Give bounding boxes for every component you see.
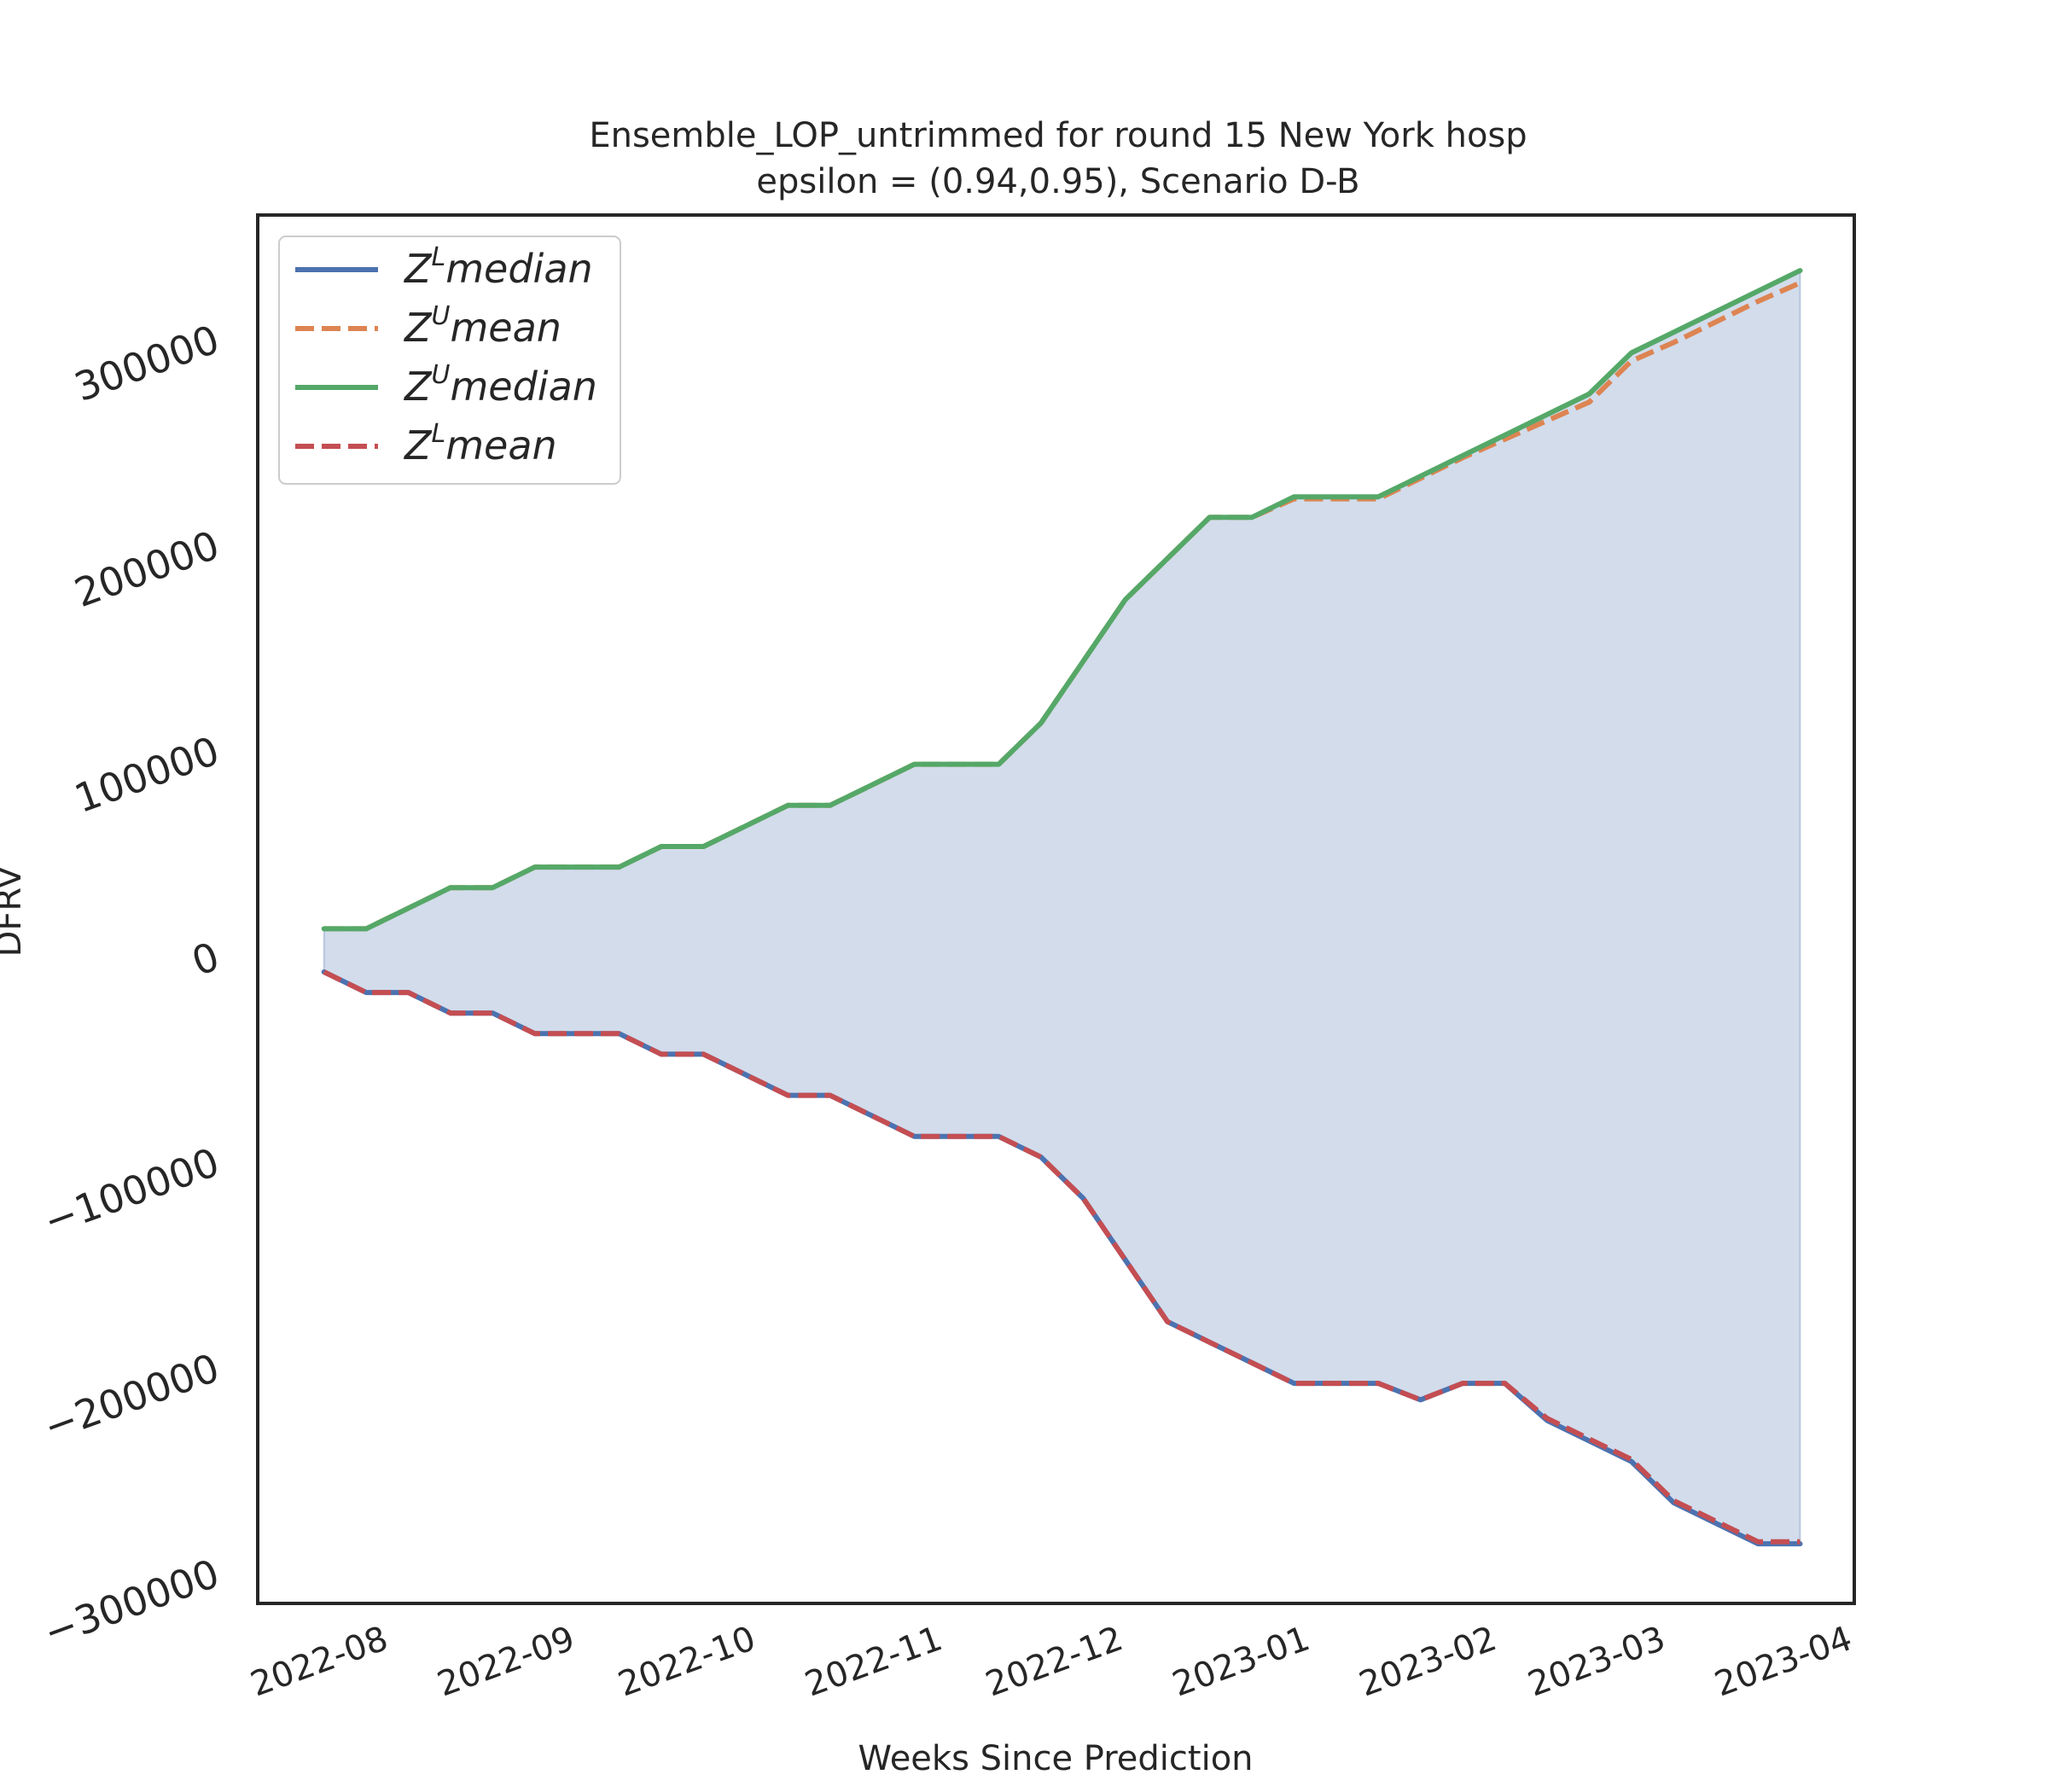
y-tick-label: −300000 — [38, 1550, 225, 1655]
y-tick-label: 0 — [186, 933, 225, 985]
x-tick-label: 2022-09 — [433, 1619, 580, 1704]
plot-frame — [256, 213, 1856, 1605]
x-tick-label: 2023-02 — [1354, 1619, 1502, 1704]
plot-area — [321, 268, 1803, 1547]
x-tick-label: 2022-08 — [246, 1619, 393, 1704]
x-tick-label: 2023-04 — [1710, 1619, 1858, 1704]
legend-entry: ZLmedian — [403, 242, 593, 292]
x-tick-label: 2022-11 — [800, 1619, 947, 1704]
y-tick-label: 200000 — [68, 521, 224, 616]
series-line-u-median — [321, 268, 1803, 932]
legend-entry: ZLmean — [403, 419, 557, 468]
legend: ZLmedian ZUmean ZUmedian ZLmean — [278, 236, 621, 485]
chart-title: Ensemble_LOP_untrimmed for round 15 New … — [589, 116, 1527, 155]
x-tick-label: 2022-12 — [980, 1619, 1128, 1704]
legend-box — [278, 236, 621, 485]
chart-subtitle: epsilon = (0.94,0.95), Scenario D-B — [756, 162, 1359, 201]
x-tick-label: 2023-03 — [1523, 1619, 1671, 1704]
legend-entry: ZUmedian — [403, 360, 597, 410]
legend-entry: ZUmean — [403, 301, 561, 351]
y-tick-label: −200000 — [38, 1344, 225, 1450]
x-tick-label: 2022-10 — [614, 1619, 761, 1704]
y-tick-label: 300000 — [68, 316, 224, 410]
y-axis: −300000 −200000 −100000 0 100000 200000 300000 — [38, 316, 225, 1655]
x-axis-label: Weeks Since Prediction — [858, 1739, 1253, 1778]
x-axis: 2022-08 2022-09 2022-10 2022-11 2022-12 2023-… — [246, 1619, 1857, 1704]
y-tick-label: −100000 — [38, 1138, 225, 1244]
y-tick-label: 100000 — [68, 727, 224, 822]
x-tick-label: 2023-01 — [1167, 1619, 1315, 1704]
series-line-l-mean — [323, 969, 1801, 1545]
y-axis-label: DFRV — [0, 865, 29, 957]
